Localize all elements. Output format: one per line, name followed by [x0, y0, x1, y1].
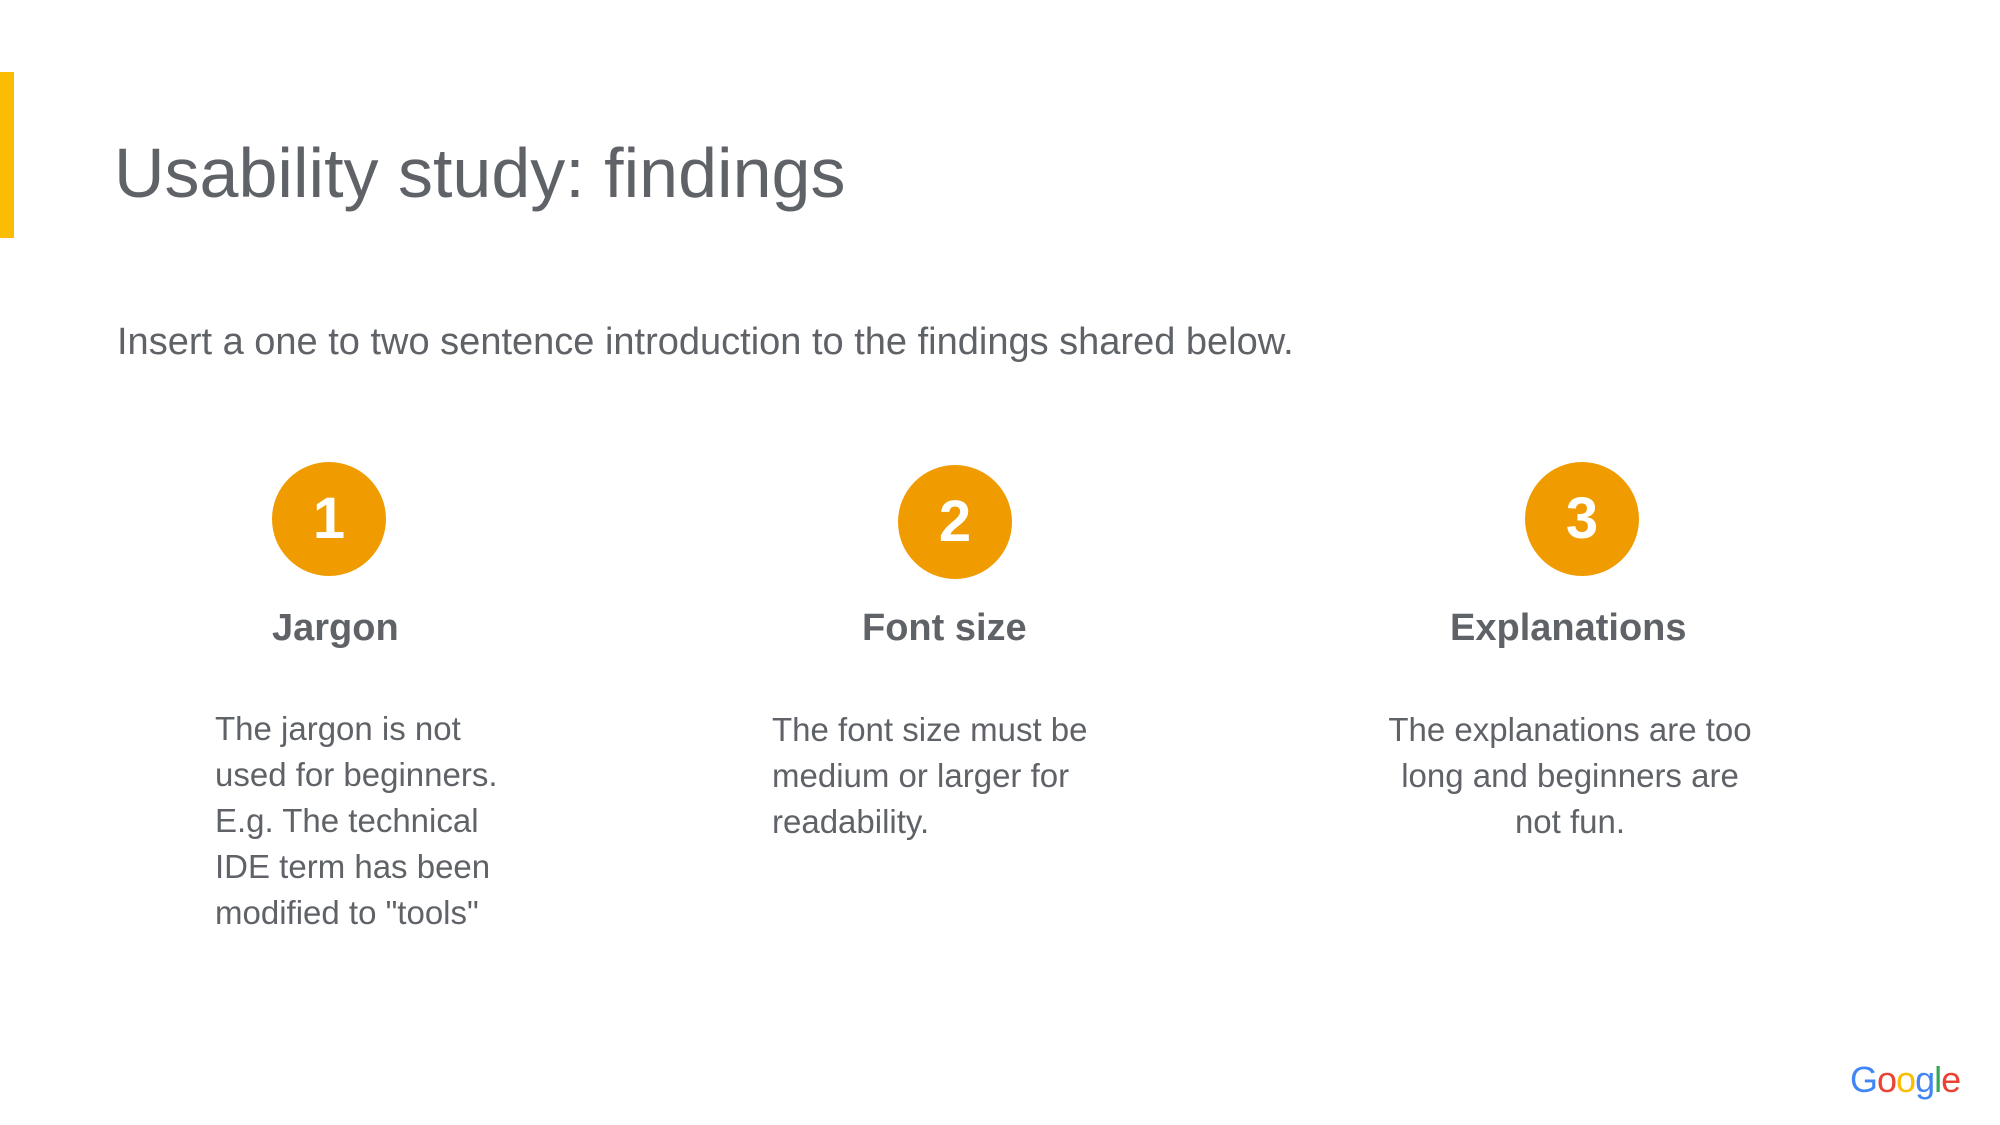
finding-1-line: E.g. The technical: [215, 802, 479, 839]
google-logo-letter: o: [1896, 1059, 1916, 1100]
finding-2-heading: Font size: [862, 607, 1027, 649]
google-logo-letter: e: [1941, 1059, 1961, 1100]
finding-3-number-badge: 3: [1525, 462, 1639, 576]
finding-2-description: The font size must be medium or larger f…: [772, 707, 1087, 845]
google-logo-letter: l: [1934, 1059, 1942, 1100]
google-logo-letter: G: [1850, 1059, 1878, 1100]
finding-2-line: readability.: [772, 803, 930, 840]
finding-1-line: modified to "tools": [215, 894, 479, 931]
finding-2-line: medium or larger for: [772, 757, 1070, 794]
accent-bar: [0, 72, 14, 238]
finding-3-line: long and beginners are: [1401, 757, 1739, 794]
finding-2-number-badge: 2: [898, 465, 1012, 579]
slide-title: Usability study: findings: [114, 134, 846, 212]
finding-1-number-badge: 1: [272, 462, 386, 576]
finding-1-line: used for beginners.: [215, 756, 498, 793]
finding-3-description: The explanations are too long and beginn…: [1350, 707, 1790, 845]
slide-intro: Insert a one to two sentence introductio…: [117, 321, 1294, 363]
finding-2-line: The font size must be: [772, 711, 1088, 748]
google-logo: Google: [1850, 1059, 1961, 1100]
finding-1-line: The jargon is not: [215, 710, 461, 747]
finding-1-description: The jargon is not used for beginners. E.…: [215, 706, 498, 936]
google-logo-letter: g: [1915, 1059, 1935, 1100]
finding-3-line: The explanations are too: [1388, 711, 1752, 748]
finding-3-line: not fun.: [1514, 803, 1626, 840]
finding-3-heading: Explanations: [1450, 607, 1687, 649]
finding-1-line: IDE term has been: [215, 848, 491, 885]
finding-1-heading: Jargon: [272, 607, 399, 649]
google-logo-letter: o: [1877, 1059, 1897, 1100]
